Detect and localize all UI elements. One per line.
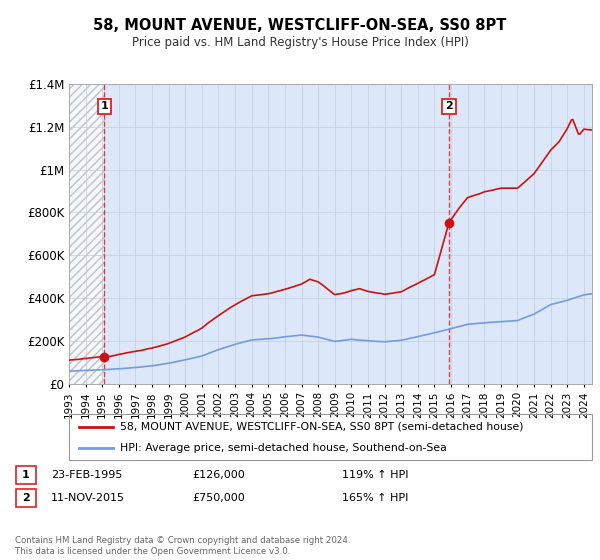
Text: £750,000: £750,000 <box>192 493 245 503</box>
Text: £126,000: £126,000 <box>192 470 245 480</box>
Text: Contains HM Land Registry data © Crown copyright and database right 2024.
This d: Contains HM Land Registry data © Crown c… <box>15 536 350 556</box>
Text: HPI: Average price, semi-detached house, Southend-on-Sea: HPI: Average price, semi-detached house,… <box>120 443 447 453</box>
Text: 11-NOV-2015: 11-NOV-2015 <box>51 493 125 503</box>
Text: 165% ↑ HPI: 165% ↑ HPI <box>342 493 409 503</box>
Text: 1: 1 <box>22 470 29 480</box>
Text: 2: 2 <box>22 493 29 503</box>
Text: 23-FEB-1995: 23-FEB-1995 <box>51 470 122 480</box>
Text: 2: 2 <box>445 101 453 111</box>
Text: 119% ↑ HPI: 119% ↑ HPI <box>342 470 409 480</box>
Text: 58, MOUNT AVENUE, WESTCLIFF-ON-SEA, SS0 8PT (semi-detached house): 58, MOUNT AVENUE, WESTCLIFF-ON-SEA, SS0 … <box>120 422 524 432</box>
Text: 58, MOUNT AVENUE, WESTCLIFF-ON-SEA, SS0 8PT: 58, MOUNT AVENUE, WESTCLIFF-ON-SEA, SS0 … <box>94 18 506 34</box>
Text: Price paid vs. HM Land Registry's House Price Index (HPI): Price paid vs. HM Land Registry's House … <box>131 36 469 49</box>
Text: 1: 1 <box>100 101 108 111</box>
